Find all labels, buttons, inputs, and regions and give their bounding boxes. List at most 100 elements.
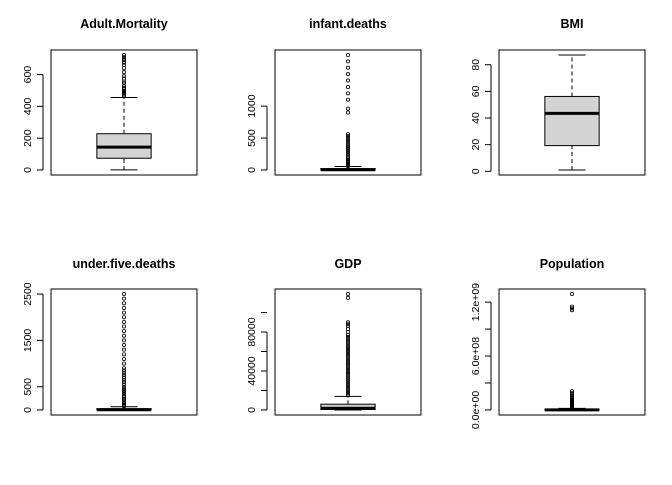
y-tick-label: 500	[22, 378, 34, 396]
y-tick-label: 0	[246, 167, 258, 173]
outlier-point	[345, 151, 350, 156]
outlier-point	[122, 402, 127, 407]
y-tick-label: 1500	[22, 329, 34, 353]
outlier-point	[122, 81, 127, 86]
outlier-point	[345, 161, 350, 166]
y-tick-label: 20	[470, 139, 482, 151]
outlier-point	[122, 392, 127, 397]
outlier-point	[122, 70, 127, 75]
outlier-point	[122, 401, 127, 406]
outlier-point	[122, 399, 127, 404]
outlier-point	[345, 338, 350, 343]
y-tick-label: 80	[470, 59, 482, 71]
outlier-point	[345, 137, 350, 142]
outlier-point	[122, 66, 127, 71]
outlier-point	[345, 153, 350, 158]
outlier-point	[122, 343, 127, 348]
outlier-point	[345, 391, 350, 396]
outlier-point	[345, 324, 350, 329]
outlier-point	[345, 340, 350, 345]
panel-title: Adult.Mortality	[80, 17, 168, 31]
outlier-point	[570, 292, 575, 297]
outlier-point	[345, 344, 350, 349]
outlier-point	[122, 366, 127, 371]
outlier-point	[345, 383, 350, 388]
plot-frame	[498, 288, 646, 416]
outlier-point	[345, 362, 350, 367]
outlier-point	[345, 375, 350, 380]
y-tick-label: 0	[22, 407, 34, 413]
panel-title: infant.deaths	[309, 17, 387, 31]
panel-title: Population	[540, 257, 605, 271]
outlier-point	[122, 396, 127, 401]
outlier-point	[122, 292, 127, 297]
outlier-point	[345, 371, 350, 376]
outlier-point	[122, 375, 127, 380]
y-tick-label: 60	[470, 85, 482, 97]
outlier-point	[345, 149, 350, 154]
outlier-point	[345, 377, 350, 382]
outlier-point	[122, 53, 127, 58]
outlier-point	[122, 329, 127, 334]
outlier-point	[345, 147, 350, 152]
outlier-point	[122, 315, 127, 320]
plot-frame	[50, 288, 198, 416]
outlier-point	[345, 132, 350, 137]
outlier-point	[345, 368, 350, 373]
outlier-point	[345, 110, 350, 115]
y-tick-label: 80000	[246, 317, 258, 346]
iqr-box	[544, 95, 600, 147]
outlier-point	[122, 74, 127, 79]
outlier-point	[345, 389, 350, 394]
outlier-point	[345, 53, 350, 58]
outlier-point	[345, 72, 350, 77]
outlier-point	[122, 388, 127, 393]
outlier-point	[122, 347, 127, 352]
outlier-point	[345, 373, 350, 378]
outlier-point	[122, 310, 127, 315]
y-tick-label: 0	[470, 168, 482, 174]
outlier-point	[122, 54, 127, 59]
outlier-point	[345, 322, 350, 327]
y-tick-label: 400	[22, 97, 34, 115]
outlier-point	[345, 141, 350, 146]
outlier-point	[570, 306, 575, 311]
outlier-point	[122, 394, 127, 399]
outlier-point	[122, 390, 127, 395]
outlier-point	[122, 319, 127, 324]
outlier-point	[345, 393, 350, 398]
outlier-point	[122, 85, 127, 90]
y-tick-label: 0.0e+00	[470, 391, 482, 429]
outlier-point	[345, 139, 350, 144]
plot-frame	[274, 288, 422, 416]
outlier-point	[122, 382, 127, 387]
outlier-point	[345, 155, 350, 160]
outlier-point	[345, 366, 350, 371]
y-tick-label: 6.0e+08	[470, 337, 482, 375]
y-tick-label: 200	[22, 129, 34, 147]
outlier-point	[345, 65, 350, 70]
panel-title: GDP	[334, 257, 361, 271]
outlier-point	[345, 354, 350, 359]
outlier-point	[345, 334, 350, 339]
outlier-point	[345, 364, 350, 369]
outlier-point	[345, 106, 350, 111]
outlier-point	[345, 369, 350, 374]
outlier-point	[345, 381, 350, 386]
y-tick-label: 500	[246, 129, 258, 147]
outlier-point	[122, 63, 127, 68]
outlier-point	[345, 292, 350, 297]
outlier-point	[122, 301, 127, 306]
outlier-point	[122, 384, 127, 389]
outlier-point	[345, 379, 350, 384]
outlier-point	[345, 342, 350, 347]
outlier-point	[345, 295, 350, 300]
outlier-point	[345, 387, 350, 392]
outlier-point	[122, 373, 127, 378]
outlier-point	[122, 324, 127, 329]
y-tick-label: 600	[22, 66, 34, 84]
outlier-point	[122, 370, 127, 375]
outlier-point	[345, 320, 350, 325]
y-tick-label: 0	[246, 407, 258, 413]
